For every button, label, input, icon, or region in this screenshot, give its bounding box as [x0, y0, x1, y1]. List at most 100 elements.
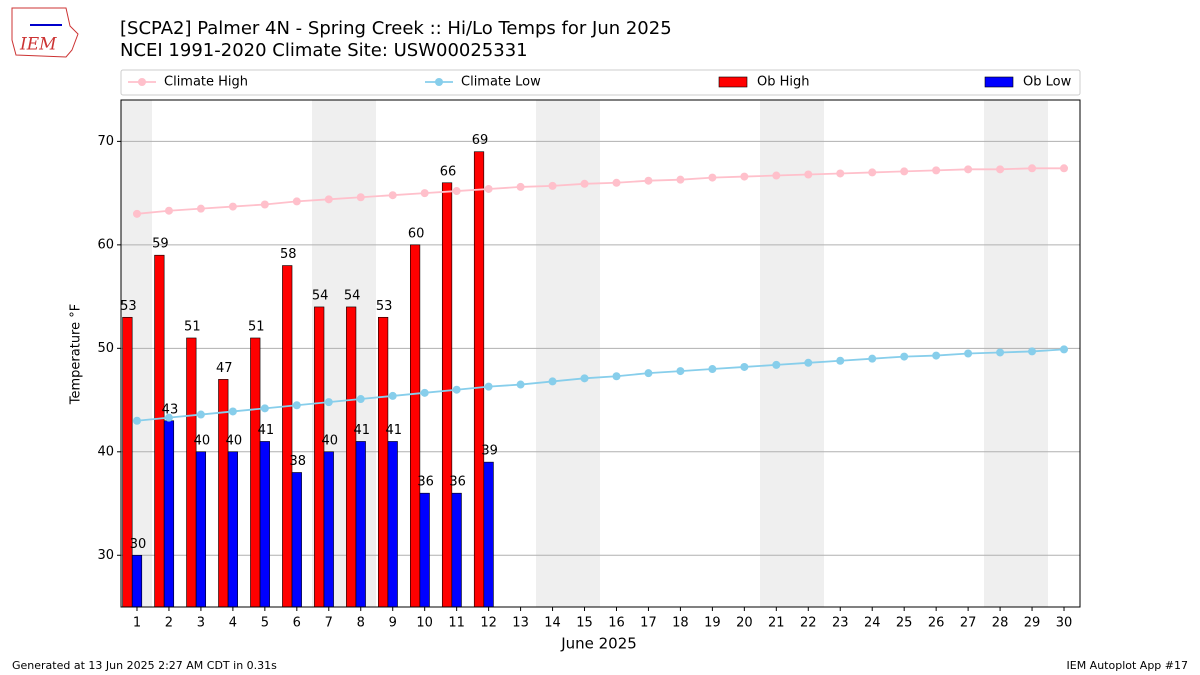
- point: [900, 352, 909, 361]
- point: [164, 206, 173, 215]
- data-label: 58: [280, 247, 297, 262]
- point: [132, 416, 141, 425]
- bar: [323, 451, 334, 608]
- x-tick-label: 6: [293, 616, 301, 631]
- point: [836, 356, 845, 365]
- data-label: 53: [120, 299, 137, 314]
- line: [136, 348, 1065, 422]
- point: [644, 176, 653, 185]
- weekend-shade: [760, 100, 824, 607]
- point: [708, 173, 717, 182]
- data-label: 66: [440, 164, 457, 179]
- point: [932, 166, 941, 175]
- bar: [163, 420, 175, 608]
- point: [612, 372, 621, 381]
- y-tick-label: 30: [97, 548, 114, 563]
- x-tick-label: 18: [672, 616, 689, 631]
- bar: [131, 554, 143, 608]
- point: [260, 200, 269, 209]
- point: [196, 410, 205, 419]
- point: [484, 184, 493, 193]
- point: [708, 365, 717, 374]
- data-label: 41: [258, 423, 275, 438]
- legend-swatch: [984, 76, 1014, 88]
- x-tick-label: 24: [864, 616, 881, 631]
- plot-frame: [120, 99, 1081, 608]
- point: [356, 395, 365, 404]
- bar: [419, 492, 430, 608]
- point: [772, 360, 781, 369]
- point: [196, 204, 205, 213]
- x-tick-label: 4: [229, 616, 237, 631]
- bar: [122, 316, 133, 608]
- weekend-shade: [536, 100, 600, 607]
- bar: [259, 441, 270, 608]
- x-tick-label: 20: [736, 616, 753, 631]
- bar: [314, 306, 325, 608]
- bar: [355, 441, 366, 608]
- point: [452, 187, 461, 196]
- x-tick-label: 29: [1024, 616, 1041, 631]
- point: [932, 351, 941, 360]
- point: [260, 404, 269, 413]
- x-tick-label: 3: [197, 616, 205, 631]
- bar: [441, 182, 453, 608]
- point: [804, 170, 813, 179]
- point: [580, 179, 589, 188]
- x-tick-label: 15: [576, 616, 593, 631]
- chart-title: [SCPA2] Palmer 4N - Spring Creek :: Hi/L…: [120, 18, 672, 39]
- data-label: 69: [472, 133, 489, 148]
- point: [740, 362, 749, 371]
- data-label: 39: [481, 444, 498, 459]
- x-tick-label: 28: [992, 616, 1009, 631]
- data-label: 59: [152, 237, 169, 252]
- point: [676, 367, 685, 376]
- y-tick-label: 70: [97, 134, 114, 149]
- point: [228, 407, 237, 416]
- legend-label: Ob High: [757, 75, 810, 90]
- point: [292, 197, 301, 206]
- x-axis-title: June 2025: [560, 635, 637, 653]
- x-tick-label: 5: [261, 616, 269, 631]
- x-tick-label: 21: [768, 616, 785, 631]
- logo-outline: [11, 7, 79, 58]
- point: [836, 169, 845, 178]
- y-axis-title: Temperature °F: [69, 304, 84, 405]
- x-tick-label: 10: [416, 616, 433, 631]
- point: [228, 202, 237, 211]
- legend-swatch: [718, 76, 748, 88]
- legend-label: Ob Low: [1023, 75, 1072, 90]
- legend-point: [138, 78, 146, 86]
- x-tick-label: 30: [1056, 616, 1073, 631]
- data-label: 40: [322, 433, 339, 448]
- point: [356, 193, 365, 202]
- point: [516, 380, 525, 389]
- bar: [346, 306, 357, 608]
- bar: [387, 441, 398, 608]
- bar: [250, 337, 261, 608]
- data-label: 41: [385, 423, 402, 438]
- point: [740, 172, 749, 181]
- point: [132, 209, 141, 218]
- data-label: 40: [194, 433, 211, 448]
- x-tick-label: 13: [512, 616, 529, 631]
- point: [516, 182, 525, 191]
- point: [996, 348, 1005, 357]
- x-tick-label: 23: [832, 616, 849, 631]
- point: [1028, 164, 1037, 173]
- point: [388, 391, 397, 400]
- point: [1060, 164, 1069, 173]
- x-tick-label: 12: [480, 616, 497, 631]
- y-tick-label: 50: [97, 341, 114, 356]
- point: [612, 178, 621, 187]
- data-label: 47: [216, 361, 233, 376]
- data-label: 40: [226, 433, 243, 448]
- bar: [291, 472, 302, 608]
- point: [868, 354, 877, 363]
- point: [900, 167, 909, 176]
- legend-label: Climate Low: [461, 75, 541, 90]
- x-tick-label: 25: [896, 616, 913, 631]
- data-label: 41: [353, 423, 370, 438]
- data-label: 60: [408, 226, 425, 241]
- data-label: 51: [184, 319, 201, 334]
